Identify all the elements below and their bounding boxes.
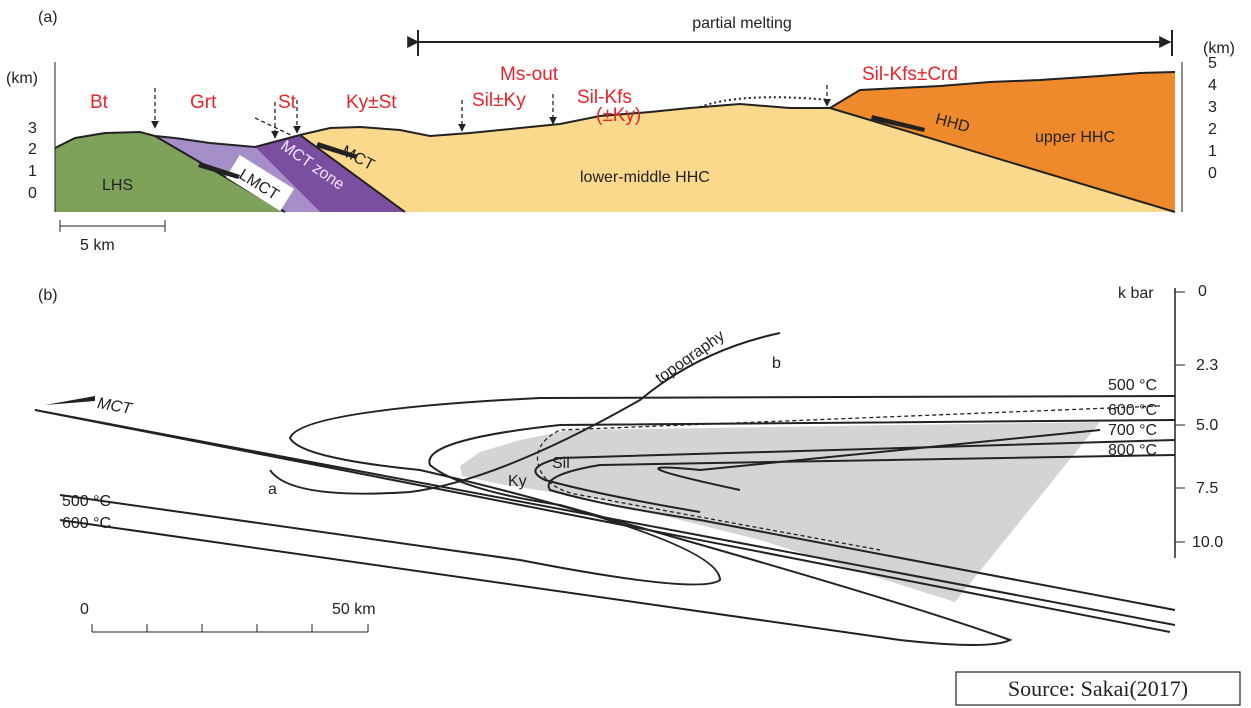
trace-line xyxy=(255,118,295,137)
profile-label: topography xyxy=(653,327,728,387)
unit-label: lower-middle HHC xyxy=(580,169,710,186)
mineral-label: St xyxy=(278,92,297,113)
unit-label: LHS xyxy=(102,177,133,194)
axis-label: 3 xyxy=(1208,99,1217,116)
axis-label: 2 xyxy=(28,141,37,158)
axis-label: 5 xyxy=(1208,55,1217,72)
axis-label: 0 xyxy=(1198,283,1207,300)
scale-label: 5 km xyxy=(80,237,115,254)
scale-tick xyxy=(92,624,368,632)
mineral-label: Ky±St xyxy=(346,92,397,113)
mineral-label: (±Ky) xyxy=(596,105,641,126)
span-label: partial melting xyxy=(692,15,792,32)
isotherm-label: 600 °C xyxy=(62,515,111,532)
mineral-label: Sil±Ky xyxy=(472,90,526,111)
axis-unit: (km) xyxy=(6,70,38,87)
profile-end: a xyxy=(268,481,277,498)
axis-label: 7.5 xyxy=(1196,480,1218,497)
axis-unit: k bar xyxy=(1118,285,1154,302)
figure: (a) partial melting (km) 3 2 1 0 (km) 5 … xyxy=(0,0,1251,708)
axis-label: 10.0 xyxy=(1192,534,1223,551)
phase-label: Ky xyxy=(508,473,527,490)
isotherm-label: 800 °C xyxy=(1108,442,1157,459)
unit-label: upper HHC xyxy=(1035,129,1115,146)
panel-label: (b) xyxy=(38,287,58,304)
mineral-label: Bt xyxy=(90,92,109,113)
scale-label: 50 km xyxy=(332,601,376,618)
axis-label: 2 xyxy=(1208,121,1217,138)
panel-a: (a) partial melting (km) 3 2 1 0 (km) 5 … xyxy=(6,9,1235,254)
axis-label: 2.3 xyxy=(1196,357,1218,374)
panel-b: (b) k bar 0 2.3 5.0 7.5 10.0 500 °C 600 … xyxy=(35,283,1223,645)
isotherm-label: 500 °C xyxy=(1108,377,1157,394)
phase-label: Sil xyxy=(552,455,570,472)
mineral-label: Sil-Kfs±Crd xyxy=(862,64,958,85)
panel-label: (a) xyxy=(38,9,58,26)
axis-label: 0 xyxy=(1208,165,1217,182)
mineral-label: Grt xyxy=(190,92,217,113)
axis-label: 1 xyxy=(28,163,37,180)
fault-label: MCT xyxy=(96,395,134,418)
axis-label: 5.0 xyxy=(1196,417,1218,434)
source-label: Source: Sakai(2017) xyxy=(1008,676,1188,701)
profile-end: b xyxy=(772,355,781,372)
mineral-label: Ms-out xyxy=(500,64,559,85)
isotherm-label: 500 °C xyxy=(62,493,111,510)
scale-label: 0 xyxy=(80,601,89,618)
isotherm-label: 600 °C xyxy=(1108,402,1157,419)
axis-label: 4 xyxy=(1208,77,1217,94)
axis-label: 0 xyxy=(28,185,37,202)
isotherm-label: 700 °C xyxy=(1108,422,1157,439)
axis-label: 1 xyxy=(1208,143,1217,160)
shear-arrow xyxy=(45,396,95,405)
axis-label: 3 xyxy=(28,120,37,137)
